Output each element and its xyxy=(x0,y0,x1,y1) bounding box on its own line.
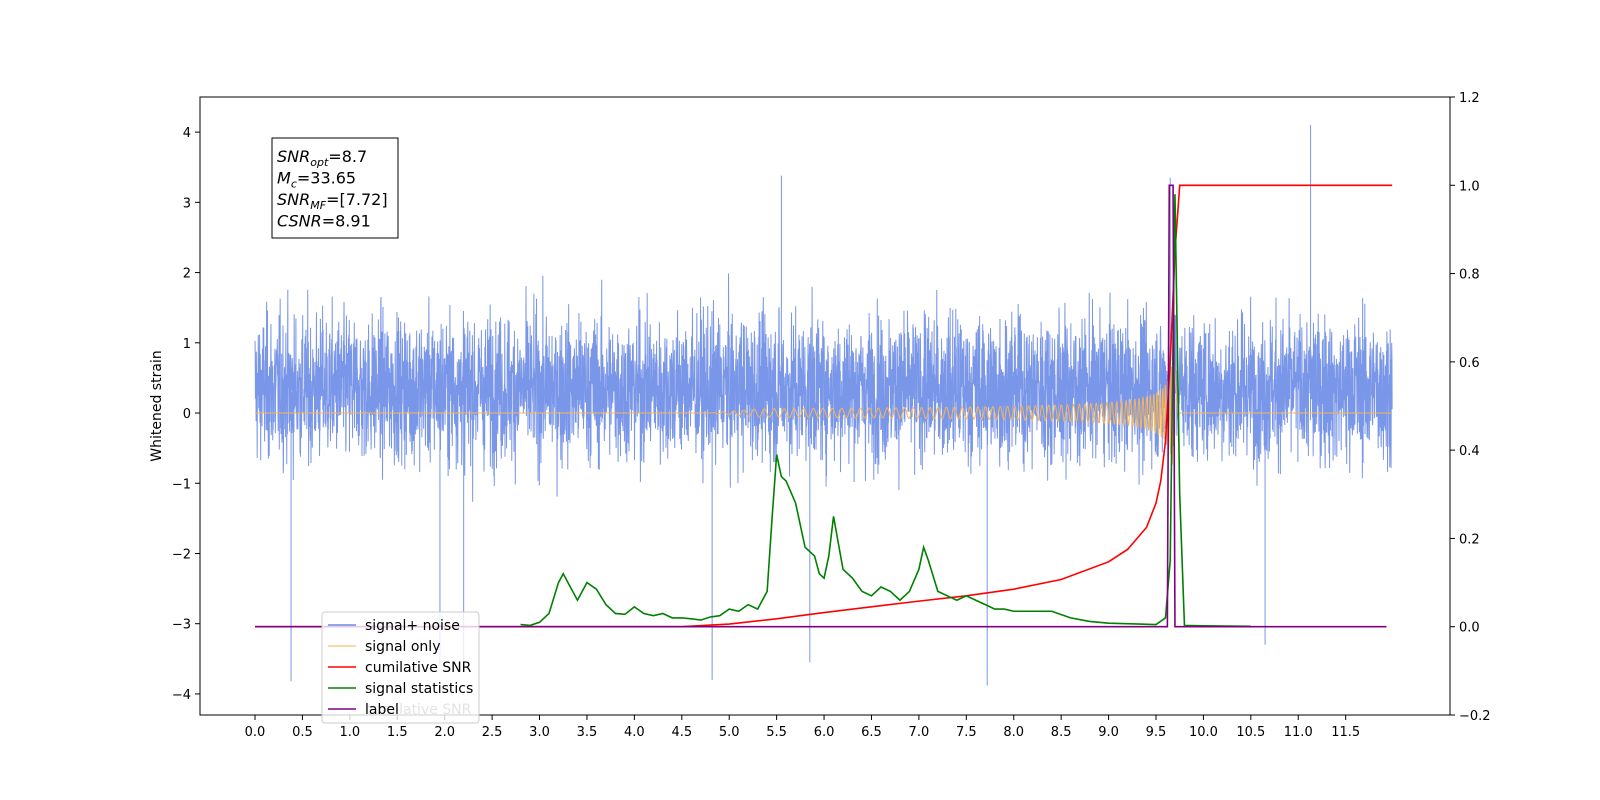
y-right-tick-label: 1.0 xyxy=(1459,179,1480,194)
y-left-tick-label: 0 xyxy=(183,407,191,422)
x-axis: 0.0 0.5 1.0 1.5 2.0 2.5 3.0 3.5 4.0 4.5 5.0 5.5 6.0 6… xyxy=(245,715,1360,740)
y-right-tick-label: −0.2 xyxy=(1459,709,1491,724)
x-tick-label: 2.5 xyxy=(482,725,503,740)
x-tick-label: 0.0 xyxy=(245,725,266,740)
x-tick-label: 10.5 xyxy=(1236,725,1265,740)
x-tick-label: 8.0 xyxy=(1003,725,1024,740)
axes-frame xyxy=(199,96,1451,716)
y-left-tick-label: −3 xyxy=(172,618,191,633)
x-tick-label: 5.0 xyxy=(719,725,740,740)
y-right-tick-label: 0.4 xyxy=(1459,444,1480,459)
annotation-line: SNRMF=[7.72] xyxy=(277,190,388,212)
y-axis-right: 1.2 1.0 0.8 0.6 0.4 0.2 0.0 −0.2 xyxy=(1450,91,1491,724)
y-right-tick-label: 0.8 xyxy=(1459,268,1480,283)
series-signal-statistics xyxy=(520,194,1251,628)
x-tick-label: 8.5 xyxy=(1051,725,1072,740)
y-left-tick-label: 4 xyxy=(183,126,191,141)
annotation-box xyxy=(271,137,399,239)
series-signal-noise xyxy=(254,125,1393,686)
x-tick-label: 3.5 xyxy=(577,725,598,740)
y-right-tick-label: 0.6 xyxy=(1459,356,1480,371)
x-tick-label: 7.0 xyxy=(909,725,930,740)
y-right-tick-label: 0.0 xyxy=(1459,621,1480,636)
series-signal-only xyxy=(255,349,1393,465)
annotation-line: Mc=33.65 xyxy=(277,169,356,191)
legend-hidden-text: cumilative SNR xyxy=(365,702,472,718)
x-tick-label: 1.5 xyxy=(387,725,408,740)
y-left-tick-label: 2 xyxy=(183,267,191,282)
legend-box xyxy=(321,611,480,724)
y-left-tick-label: −2 xyxy=(172,547,191,562)
y-left-tick-label: 1 xyxy=(183,337,191,352)
x-tick-label: 10.0 xyxy=(1189,725,1218,740)
x-tick-label: 6.5 xyxy=(861,725,882,740)
x-tick-label: 2.0 xyxy=(434,725,455,740)
plot-layer xyxy=(254,125,1393,686)
x-tick-label: 4.5 xyxy=(671,725,692,740)
y-left-tick-label: −1 xyxy=(172,477,191,492)
x-tick-label: 11.0 xyxy=(1284,725,1313,740)
x-tick-label: 5.5 xyxy=(766,725,787,740)
y-left-tick-label: 3 xyxy=(183,196,191,211)
y-axis-label: Whitened strain xyxy=(149,350,165,461)
y-right-tick-label: 0.2 xyxy=(1459,532,1480,547)
series-label xyxy=(255,184,1387,628)
legend-entry: signal only xyxy=(365,639,440,655)
legend-entry: signal+ noise xyxy=(365,618,460,634)
x-tick-label: 3.0 xyxy=(529,725,550,740)
annotation-line: SNRopt=8.7 xyxy=(277,147,367,169)
y-left-tick-label: −4 xyxy=(172,688,191,703)
x-tick-label: 0.5 xyxy=(292,725,313,740)
legend: cumilative SNR signal+ noise signal only cu… xyxy=(321,611,480,724)
legend-entry: signal statistics xyxy=(365,681,473,697)
x-tick-label: 1.0 xyxy=(340,725,361,740)
x-tick-label: 6.0 xyxy=(814,725,835,740)
annotation-line: CSNR=8.91 xyxy=(277,212,371,231)
x-tick-label: 9.5 xyxy=(1146,725,1167,740)
x-tick-label: 4.0 xyxy=(624,725,645,740)
legend-entry: label xyxy=(365,702,399,718)
x-tick-label: 7.5 xyxy=(956,725,977,740)
x-tick-label: 9.0 xyxy=(1098,725,1119,740)
y-right-tick-label: 1.2 xyxy=(1459,91,1480,106)
x-tick-label: 11.5 xyxy=(1331,725,1360,740)
y-axis-left: 4 3 2 1 0 −1 −2 −3 −4 xyxy=(172,126,200,703)
series-cumulative-snr xyxy=(255,184,1393,628)
legend-entry: cumilative SNR xyxy=(365,660,472,676)
